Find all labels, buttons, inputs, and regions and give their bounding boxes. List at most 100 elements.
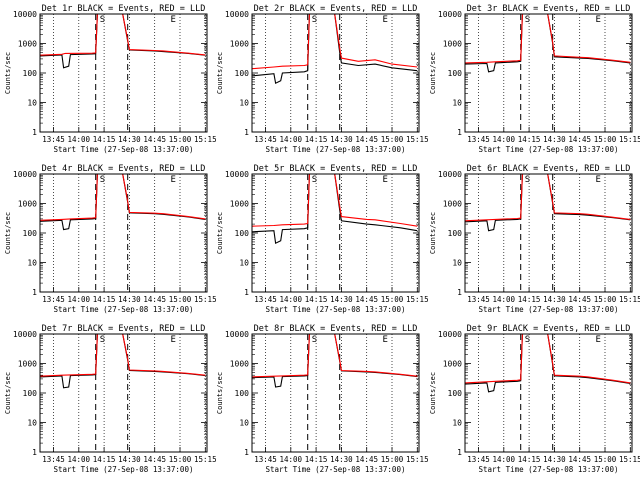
panel-title: Det 6r BLACK = Events, RED = LLD	[467, 164, 631, 174]
lld-series-line	[40, 334, 206, 377]
x-tick-label: 14:45	[143, 135, 166, 144]
y-tick-label: 10000	[438, 170, 462, 179]
x-tick-label: 14:45	[143, 455, 166, 464]
x-tick-label: 14:00	[68, 455, 91, 464]
x-tick-label: 14:15	[93, 455, 116, 464]
lld-series-line	[465, 14, 631, 64]
x-tick-label: 15:15	[194, 135, 217, 144]
y-tick-label: 10000	[13, 10, 37, 19]
y-tick-label: 1	[32, 288, 37, 297]
detector-panel-6: 1 10 100 1000 10000 13:45 14:00 14:15 14:30 14:45…	[429, 164, 640, 314]
x-tick-label: 14:30	[330, 135, 353, 144]
x-tick-label: 13:45	[467, 135, 490, 144]
y-tick-label: 10	[452, 419, 462, 428]
plot-frame	[39, 173, 208, 293]
y-tick-label: 1000	[230, 40, 249, 49]
y-tick-label: 1000	[230, 200, 249, 209]
y-tick-label: 1	[32, 128, 37, 137]
x-tick-label: 14:30	[543, 135, 566, 144]
detector-panel-3: 1 10 100 1000 10000 13:45 14:00 14:15 14:30 14:45…	[429, 4, 640, 154]
x-axis-label: Start Time (27-Sep-08 13:37:00)	[54, 305, 194, 314]
x-tick-label: 14:30	[543, 455, 566, 464]
y-axis-label: Counts/sec	[4, 212, 12, 254]
y-tick-label: 10	[239, 259, 249, 268]
y-tick-label: 1000	[443, 40, 462, 49]
y-tick-label: 100	[23, 389, 38, 398]
y-axis-label: Counts/sec	[216, 52, 224, 94]
x-tick-label: 15:00	[594, 455, 617, 464]
events-series-line	[40, 14, 206, 69]
x-tick-label: 14:00	[68, 295, 91, 304]
y-tick-label: 10	[239, 419, 249, 428]
events-series-line	[252, 14, 418, 85]
x-axis-label: Start Time (27-Sep-08 13:37:00)	[479, 145, 619, 154]
y-tick-label: 1000	[443, 360, 462, 369]
y-tick-label: 1000	[230, 360, 249, 369]
detector-panel-8: 1 10 100 1000 10000 13:45 14:00 14:15 14:30 14:45…	[216, 324, 429, 474]
y-axis-label: Counts/sec	[4, 52, 12, 94]
x-tick-label: 14:15	[518, 135, 541, 144]
y-tick-label: 1	[457, 448, 462, 457]
plot-frame	[39, 333, 208, 453]
x-tick-label: 13:45	[254, 455, 277, 464]
y-tick-label: 100	[23, 69, 38, 78]
panel-title: Det 9r BLACK = Events, RED = LLD	[467, 324, 631, 334]
marker-e: E	[596, 15, 601, 25]
y-tick-label: 10	[27, 99, 37, 108]
panel-title: Det 1r BLACK = Events, RED = LLD	[42, 4, 206, 14]
marker-s: S	[100, 15, 105, 25]
y-tick-label: 1000	[443, 200, 462, 209]
y-tick-label: 1000	[18, 360, 37, 369]
y-tick-label: 10000	[13, 330, 37, 339]
plot-frame	[464, 333, 633, 453]
events-series-line	[465, 14, 631, 73]
detector-panel-4: 1 10 100 1000 10000 13:45 14:00 14:15 14:30 14:45…	[4, 164, 217, 314]
x-tick-label: 14:30	[330, 295, 353, 304]
panel-title: Det 8r BLACK = Events, RED = LLD	[254, 324, 418, 334]
x-tick-label: 14:00	[280, 455, 303, 464]
plot-frame	[464, 173, 633, 293]
y-tick-label: 10000	[225, 10, 249, 19]
x-tick-label: 15:15	[619, 455, 640, 464]
x-tick-label: 15:00	[381, 135, 404, 144]
x-axis-label: Start Time (27-Sep-08 13:37:00)	[54, 145, 194, 154]
x-tick-label: 14:30	[118, 135, 141, 144]
x-tick-label: 15:00	[169, 295, 192, 304]
x-tick-label: 14:30	[330, 455, 353, 464]
y-axis-label: Counts/sec	[429, 52, 437, 94]
y-tick-label: 100	[23, 229, 38, 238]
y-axis-label: Counts/sec	[216, 212, 224, 254]
y-tick-label: 100	[235, 69, 250, 78]
x-tick-label: 13:45	[467, 295, 490, 304]
plot-frame	[251, 173, 420, 293]
x-tick-label: 14:45	[355, 295, 378, 304]
x-tick-label: 14:15	[305, 135, 328, 144]
x-tick-label: 15:15	[619, 295, 640, 304]
x-tick-label: 13:45	[42, 295, 65, 304]
lld-series-line	[465, 334, 631, 384]
y-tick-label: 1000	[18, 40, 37, 49]
y-tick-label: 10000	[438, 10, 462, 19]
detector-panel-7: 1 10 100 1000 10000 13:45 14:00 14:15 14:30 14:45…	[4, 324, 217, 474]
detector-panel-5: 1 10 100 1000 10000 13:45 14:00 14:15 14:30 14:45…	[216, 164, 429, 314]
marker-s: S	[312, 175, 317, 185]
lld-series-line	[252, 334, 418, 378]
x-tick-label: 15:15	[406, 135, 429, 144]
x-tick-label: 14:45	[568, 295, 591, 304]
x-axis-label: Start Time (27-Sep-08 13:37:00)	[54, 465, 194, 474]
marker-s: S	[312, 15, 317, 25]
y-tick-label: 10000	[438, 330, 462, 339]
x-tick-label: 15:00	[169, 455, 192, 464]
y-tick-label: 100	[448, 389, 463, 398]
marker-e: E	[383, 175, 388, 185]
events-series-line	[252, 174, 418, 245]
x-tick-label: 14:45	[355, 135, 378, 144]
panel-title: Det 7r BLACK = Events, RED = LLD	[42, 324, 206, 334]
x-tick-label: 14:45	[143, 295, 166, 304]
x-axis-label: Start Time (27-Sep-08 13:37:00)	[479, 465, 619, 474]
events-series-line	[465, 334, 631, 393]
marker-e: E	[596, 175, 601, 185]
y-tick-label: 1	[457, 288, 462, 297]
x-tick-label: 14:15	[93, 295, 116, 304]
x-tick-label: 14:45	[568, 455, 591, 464]
